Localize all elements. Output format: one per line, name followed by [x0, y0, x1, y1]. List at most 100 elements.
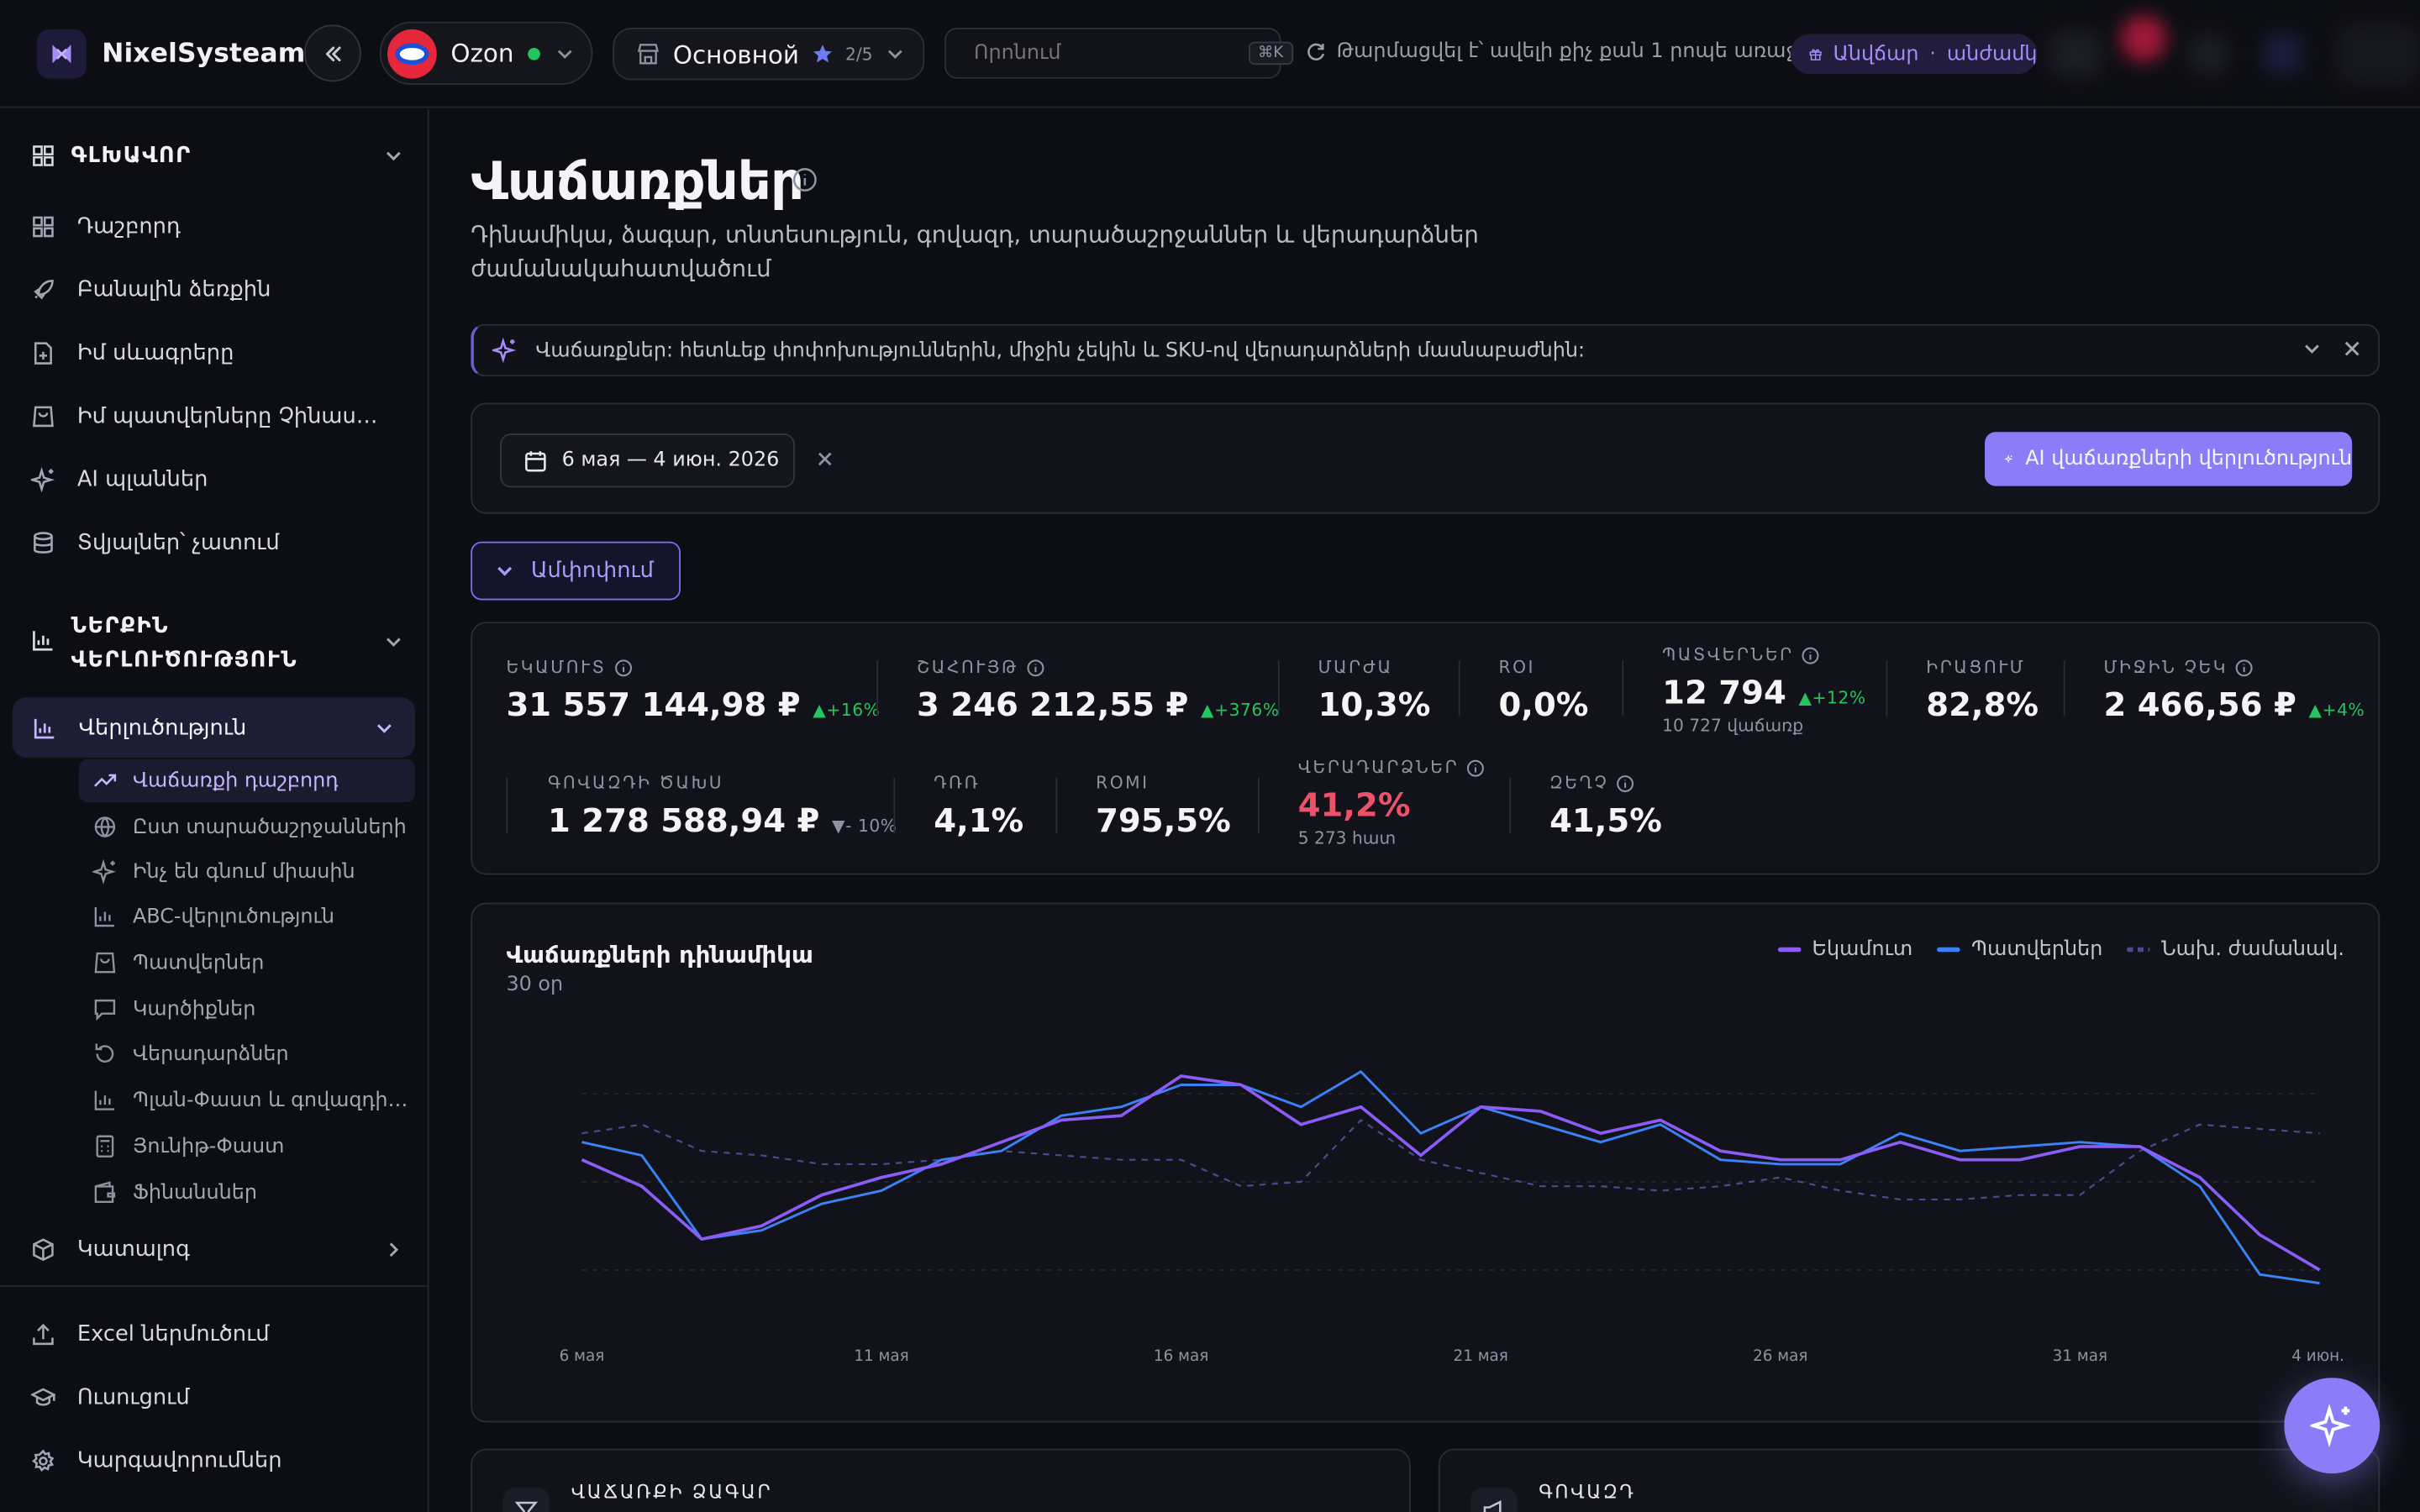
- info-icon[interactable]: [1466, 759, 1485, 777]
- search-box[interactable]: ⌘K: [944, 28, 1293, 79]
- grid-icon: [33, 145, 54, 166]
- sidebar-subitem-returns[interactable]: Վերադարձներ: [79, 1032, 415, 1075]
- sidebar-item-settings[interactable]: Կարգավորումներ: [31, 1449, 282, 1473]
- x-tick-label: 11 мая: [854, 1347, 908, 1365]
- sidebar-item-label: Տվյալներ՝ չատում: [76, 530, 280, 556]
- store-count: 2/5: [845, 44, 873, 65]
- info-icon[interactable]: [1802, 646, 1820, 664]
- sidebar-item-drafts[interactable]: Իմ սևագրերը: [31, 341, 234, 365]
- info-icon[interactable]: [792, 166, 818, 192]
- kpi-label: ԶԵՂՉ: [1549, 773, 1609, 794]
- series-line-1[interactable]: [581, 1070, 2320, 1285]
- kpi-note: 10 727 վաճառք: [1662, 716, 1804, 737]
- collapse-sidebar-button[interactable]: [303, 24, 361, 82]
- sidebar-subitem-bought-together[interactable]: Ինչ են գնում միասին: [79, 850, 415, 893]
- sidebar-subitem-abc[interactable]: ABC-վերլուծություն: [79, 895, 415, 937]
- chart-title: Վաճառքների դինամիկա: [506, 941, 813, 969]
- sidebar-subitem-orders[interactable]: Պատվերներ: [79, 941, 415, 984]
- brand[interactable]: NixelSysteam: [37, 29, 305, 79]
- blurred-button[interactable]: [2049, 30, 2102, 77]
- legend-item[interactable]: Եկամուտ: [1778, 938, 1912, 961]
- refresh-icon: [1307, 43, 1325, 60]
- connected-status-dot: [528, 47, 540, 60]
- info-icon[interactable]: [1617, 774, 1635, 792]
- kpi-roi: ROI 0,0%: [1498, 657, 1588, 723]
- kpi-value: 82,8%: [1926, 686, 2039, 724]
- ai-assistant-button[interactable]: [2284, 1378, 2381, 1474]
- sales-funnel-card: ՎԱՃԱՌՔԻ ՁԱԳԱՐ: [471, 1448, 1411, 1512]
- sidebar-section-internal[interactable]: ՆԵՐՔԻՆ ՎԵՐԼՈՒԾՈՒԹՅՈՒՆ: [31, 610, 404, 678]
- date-range-picker[interactable]: 6 мая — 4 июн. 2026: [500, 433, 795, 488]
- page-subtitle: Դինամիկա, ձագար, տնտեսություն, գովազդ, տ…: [471, 220, 1479, 283]
- sidebar-section-main[interactable]: ԳԼԽԱՎՈՐ: [31, 144, 404, 168]
- sidebar-subitem-reviews[interactable]: Կարծիքներ: [79, 988, 415, 1031]
- sidebar-item-excel-import[interactable]: Excel ներմուծում: [31, 1322, 270, 1347]
- marketplace-switcher[interactable]: Ozon: [379, 21, 593, 86]
- summary-toggle-button[interactable]: Ամփոփում: [471, 541, 681, 601]
- store-switcher[interactable]: Основной 2/5: [613, 28, 925, 81]
- brand-name: NixelSysteam: [102, 38, 306, 70]
- kpi-divider: [1509, 777, 1512, 833]
- blurred-user-controls: [2034, 0, 2420, 107]
- kpi-drr: ԴՌՌ 4,1%: [934, 773, 1023, 839]
- kpi-buyout: ԻՐԱՑՈՒՄ 82,8%: [1926, 657, 2039, 723]
- top-bar: NixelSysteam Ozon Основной 2/5 ⌘K Թարմաց…: [0, 0, 2420, 108]
- info-icon[interactable]: [1026, 658, 1044, 676]
- blurred-button[interactable]: [2262, 34, 2303, 75]
- sidebar-subitem-regions[interactable]: Ըստ տարածաշրջանների: [79, 806, 415, 848]
- free-plan-label: Անվճար: [1833, 42, 1919, 66]
- sidebar-item-dashboard[interactable]: Դաշբորդ: [31, 214, 181, 239]
- sidebar-item-ai-plans[interactable]: AI պլաններ: [30, 467, 208, 492]
- blurred-button[interactable]: [2188, 34, 2229, 75]
- blurred-notification[interactable]: [2120, 15, 2167, 62]
- chevron-down-icon[interactable]: [2302, 338, 2323, 360]
- close-icon[interactable]: [2341, 338, 2363, 360]
- kpi-value: 795,5%: [1096, 802, 1231, 840]
- sidebar-item-turnkey[interactable]: Բանալին ձեռքին: [31, 278, 271, 302]
- sidebar-item-china-orders[interactable]: Իմ պատվերները Չինաստանից: [31, 404, 393, 429]
- chevron-down-icon: [386, 638, 401, 647]
- ai-analysis-button[interactable]: AI վաճառքների վերլուծություն: [1985, 432, 2353, 486]
- star-icon: [813, 45, 832, 63]
- series-line-0[interactable]: [581, 1074, 2321, 1272]
- sidebar-item-analytics[interactable]: Վերլուծություն: [12, 697, 416, 758]
- x-tick-label: 26 мая: [1753, 1347, 1807, 1365]
- sidebar-item-learning[interactable]: Ուսուցում: [30, 1385, 190, 1410]
- sidebar-item-catalog[interactable]: Կատալոգ: [31, 1237, 404, 1262]
- gear-icon: [31, 1449, 55, 1473]
- sidebar-item-label: AI պլաններ: [76, 467, 208, 492]
- free-plan-badge[interactable]: Անվճար · անժամկ: [1790, 34, 2038, 75]
- kpi-orders: ՊԱՏՎԵՐՆԵՐ 12 794 ▲+12% 10 727 վաճառք: [1662, 645, 1865, 736]
- sidebar-subitem-finances[interactable]: Ֆինանսներ: [79, 1171, 415, 1214]
- info-icon[interactable]: [2235, 658, 2254, 676]
- wallet-icon: [94, 1181, 116, 1204]
- graduation-icon: [30, 1388, 56, 1406]
- search-input[interactable]: [973, 41, 1237, 66]
- kpi-label: ՄԱՐԺԱ: [1318, 657, 1393, 678]
- sidebar-subitem-sales-dashboard[interactable]: Վաճառքի դաշբորդ: [78, 759, 416, 803]
- chevron-down-icon: [888, 50, 903, 60]
- chevron-right-icon: [389, 1242, 399, 1257]
- marketplace-name: Ozon: [450, 38, 514, 68]
- sparkles-icon: [92, 859, 117, 885]
- kpi-divider: [1458, 660, 1460, 717]
- bar-chart-icon: [94, 907, 114, 927]
- sales-dynamics-chart: 6 мая 11 мая 16 мая 21 мая 26 мая 31 мая 4 июн…: [471, 902, 2381, 1423]
- calendar-icon: [525, 450, 546, 471]
- sidebar-section-label: ՆԵՐՔԻՆ ՎԵՐԼՈՒԾՈՒԹՅՈՒՆ: [71, 614, 298, 673]
- sidebar-subitem-unit-fact[interactable]: Յունիթ-Փաստ: [79, 1125, 415, 1168]
- kpi-value: 31 557 144,98 ₽: [506, 686, 801, 724]
- series-line-2[interactable]: [581, 1119, 2320, 1201]
- sidebar-item-data-chat[interactable]: Տվյալներ՝ չատում: [31, 531, 280, 555]
- bag-icon: [33, 406, 54, 428]
- legend-item[interactable]: Պատվերներ: [1937, 938, 2102, 961]
- sync-status[interactable]: Թարմացվել է՝ ավելի քիչ քան 1 րոպե առաջ: [1306, 40, 1797, 63]
- legend-item[interactable]: Նախ. ժամանակ.: [2127, 938, 2344, 961]
- sidebar-divider: [0, 1285, 429, 1287]
- info-icon[interactable]: [614, 658, 633, 676]
- sidebar-subitem-plan-fact[interactable]: Պլան-Փաստ և գովազդի ծախսեր: [79, 1079, 415, 1121]
- sparkles-icon: [2004, 454, 2013, 464]
- kpi-value: 10,3%: [1318, 686, 1431, 724]
- clear-date-icon[interactable]: [815, 449, 835, 469]
- blurred-avatar[interactable]: [2336, 24, 2420, 84]
